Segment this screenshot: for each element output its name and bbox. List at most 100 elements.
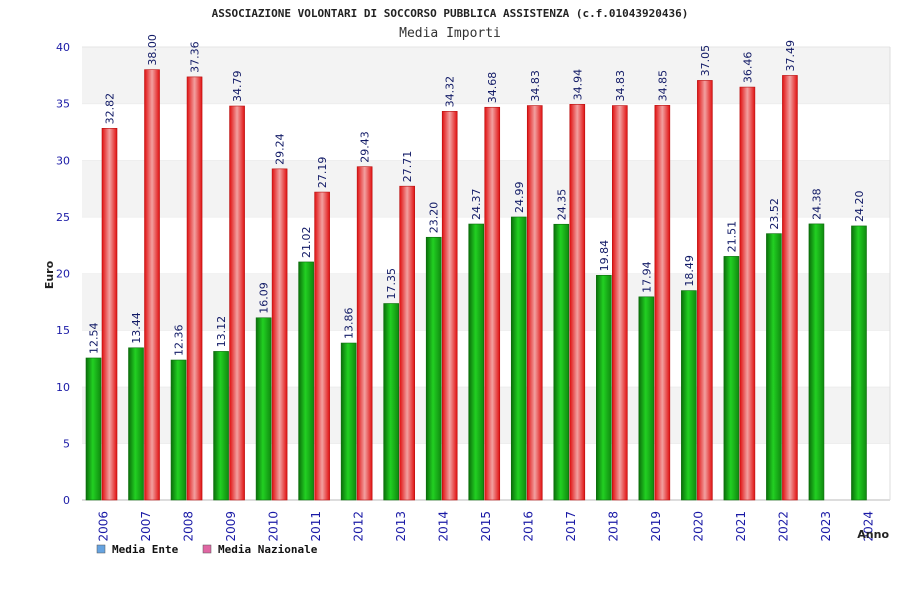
y-tick-label: 0 (63, 494, 70, 507)
x-axis-ticks: 2006 2007 2008 2009 2010 2011 2012 2013 2014 2015… (96, 511, 875, 542)
data-label: 12.54 (88, 322, 101, 354)
bar-media-nazionale (697, 80, 713, 501)
bar-media-nazionale (654, 105, 671, 501)
data-label: 29.24 (274, 133, 287, 165)
bar-media-ente (425, 236, 442, 501)
x-tick-label: 2008 (181, 511, 195, 542)
y-tick-label: 15 (56, 324, 70, 337)
data-label: 27.19 (316, 157, 329, 189)
data-label: 36.46 (741, 52, 754, 84)
data-label: 34.83 (614, 70, 627, 102)
x-tick-label: 2013 (394, 511, 408, 542)
data-label: 24.99 (513, 181, 526, 213)
bar-media-ente (808, 223, 825, 501)
legend-swatch (202, 544, 212, 554)
x-tick-label: 2011 (309, 511, 323, 542)
y-axis-label: Euro (43, 260, 56, 289)
data-label: 34.94 (571, 69, 584, 101)
x-axis-label: Anno (857, 528, 889, 541)
bar-media-ente (766, 233, 782, 501)
data-label: 16.09 (258, 282, 271, 314)
bar-media-ente (383, 303, 399, 501)
bar-media-nazionale (484, 106, 501, 501)
y-tick-label: 40 (56, 41, 70, 54)
data-label: 13.12 (215, 316, 228, 348)
bar-media-ente (596, 275, 612, 501)
data-label: 23.52 (768, 198, 781, 230)
x-tick-label: 2024 (862, 511, 876, 542)
bar-media-nazionale (782, 75, 798, 501)
bar-media-nazionale (229, 105, 245, 501)
data-label: 37.49 (784, 40, 797, 72)
x-tick-label: 2017 (564, 511, 578, 542)
y-axis-ticks: 0 5 10 15 20 25 30 35 40 (56, 41, 70, 507)
x-tick-label: 2007 (139, 511, 153, 542)
data-label: 38.00 (146, 34, 159, 66)
x-tick-label: 2018 (607, 511, 621, 542)
x-tick-label: 2023 (819, 511, 833, 542)
data-label: 34.32 (444, 76, 457, 108)
bar-media-ente (170, 359, 187, 501)
data-label: 24.20 (853, 190, 866, 222)
grid-band (82, 47, 890, 104)
bar-media-nazionale (612, 105, 628, 501)
y-tick-label: 10 (56, 381, 70, 394)
x-tick-label: 2009 (224, 511, 238, 542)
data-label: 24.35 (555, 189, 568, 221)
bar-media-nazionale (144, 69, 160, 501)
x-tick-label: 2022 (777, 511, 791, 542)
bar-media-ente (638, 296, 655, 501)
bar-media-ente (681, 290, 697, 501)
y-tick-label: 20 (56, 268, 70, 281)
bar-media-ente (128, 347, 144, 501)
bar-media-ente (340, 342, 357, 501)
data-label: 18.49 (683, 255, 696, 287)
legend-label: Media Ente (112, 543, 179, 556)
data-label: 32.82 (104, 93, 117, 125)
bar-media-nazionale (526, 105, 543, 501)
data-label: 21.02 (300, 226, 313, 258)
bar-media-nazionale (186, 76, 203, 501)
x-tick-label: 2019 (649, 511, 663, 542)
data-label: 24.38 (810, 188, 823, 220)
chart-subtitle: Media Importi (399, 26, 501, 41)
bar-media-ente (255, 317, 272, 501)
data-label: 34.68 (486, 72, 499, 103)
bar-media-nazionale (399, 185, 415, 501)
bar-media-ente (553, 223, 570, 501)
data-label: 13.44 (130, 312, 143, 344)
bar-media-ente (851, 225, 867, 501)
data-label: 19.84 (598, 240, 611, 272)
legend-swatch (96, 544, 106, 554)
y-tick-label: 30 (56, 154, 70, 167)
data-label: 29.43 (359, 131, 372, 163)
bar-media-nazionale (569, 104, 586, 501)
x-tick-label: 2016 (522, 511, 536, 542)
x-tick-label: 2006 (96, 511, 110, 542)
bar-media-ente (298, 261, 314, 501)
data-label: 37.36 (189, 41, 202, 73)
x-tick-label: 2014 (436, 511, 450, 542)
legend-label: Media Nazionale (218, 543, 318, 556)
data-label: 21.51 (725, 221, 738, 253)
data-label: 12.36 (173, 325, 186, 357)
data-label: 37.05 (699, 45, 712, 77)
data-label: 24.37 (470, 189, 483, 221)
y-tick-label: 35 (56, 98, 70, 111)
bar-media-ente (468, 223, 485, 501)
bar-media-nazionale (314, 191, 330, 501)
bar-media-nazionale (441, 111, 458, 501)
data-label: 34.85 (656, 70, 669, 102)
x-tick-label: 2021 (734, 511, 748, 542)
x-tick-label: 2020 (692, 511, 706, 542)
legend: Media Ente Media Nazionale (96, 543, 318, 556)
data-label: 13.86 (343, 308, 356, 340)
data-label: 17.94 (640, 261, 653, 293)
bar-media-ente (213, 351, 229, 501)
data-label: 17.35 (385, 268, 398, 300)
bar-media-ente (723, 256, 740, 501)
x-tick-label: 2012 (351, 511, 365, 542)
data-label: 34.83 (529, 70, 542, 102)
data-label: 23.20 (428, 202, 441, 234)
